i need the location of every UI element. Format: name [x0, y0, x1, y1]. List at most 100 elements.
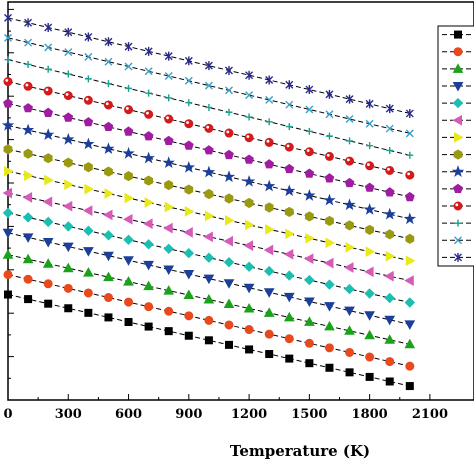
data-point: [44, 299, 53, 308]
data-point: [103, 230, 114, 241]
data-point: [143, 239, 154, 250]
data-point-highlight: [306, 149, 310, 152]
data-point: [223, 235, 233, 247]
data-point: [453, 201, 463, 211]
data-point: [143, 131, 154, 141]
data-point: [451, 165, 465, 178]
legend-entry: [442, 201, 474, 211]
data-point: [365, 246, 376, 258]
data-point: [103, 121, 114, 131]
data-point: [22, 192, 33, 203]
data-point: [183, 227, 193, 238]
data-point-highlight: [5, 79, 9, 82]
data-point: [305, 211, 314, 222]
data-point-highlight: [186, 121, 190, 124]
data-point: [123, 126, 134, 136]
series-7: [4, 165, 416, 267]
data-point: [4, 165, 14, 177]
x-tick-label: 1200: [231, 407, 267, 422]
data-point: [144, 46, 153, 56]
series-5: [2, 207, 416, 308]
data-point: [224, 128, 234, 138]
data-point-highlight: [125, 107, 129, 110]
data-point: [325, 110, 334, 119]
series-13: [4, 33, 414, 138]
data-point: [22, 253, 34, 264]
data-point-highlight: [367, 163, 370, 166]
data-point: [162, 156, 175, 169]
data-point: [305, 232, 315, 244]
data-point: [3, 98, 13, 108]
data-point: [64, 304, 73, 313]
data-point: [41, 128, 55, 141]
data-point: [365, 372, 374, 381]
data-point: [285, 123, 293, 131]
data-point: [204, 81, 213, 90]
data-point: [83, 267, 94, 277]
data-point: [242, 174, 256, 187]
data-point: [24, 18, 33, 28]
data-point: [104, 80, 112, 88]
series-line: [7, 81, 410, 176]
data-point: [223, 279, 235, 289]
data-point: [204, 210, 215, 222]
data-point: [453, 149, 463, 160]
data-point: [245, 113, 253, 121]
data-point: [304, 316, 315, 326]
data-point: [104, 313, 113, 322]
data-point: [2, 187, 12, 199]
data-point: [204, 188, 214, 200]
data-point: [384, 292, 395, 304]
data-point: [123, 256, 134, 266]
data-point: [23, 103, 33, 113]
data-point: [143, 260, 154, 271]
x-tick-label: 1800: [352, 407, 388, 422]
data-point: [222, 170, 236, 183]
data-point: [84, 162, 93, 173]
data-point: [224, 320, 234, 330]
data-point: [42, 238, 54, 248]
data-point: [204, 61, 213, 71]
data-point: [4, 56, 12, 64]
data-point: [164, 114, 174, 124]
data-point: [345, 115, 354, 124]
data-point: [43, 279, 53, 289]
data-point: [64, 48, 73, 57]
data-point: [345, 241, 356, 253]
data-point: [24, 60, 32, 68]
legend-entry: [442, 47, 474, 57]
data-point: [4, 33, 12, 42]
data-point-highlight: [85, 97, 89, 101]
data-point: [104, 188, 115, 199]
data-point: [264, 159, 275, 169]
x-tick-label: 1500: [291, 407, 327, 422]
data-point: [325, 237, 336, 249]
data-point: [384, 315, 396, 326]
data-point: [385, 357, 395, 367]
data-point: [24, 38, 33, 47]
data-point: [244, 154, 254, 164]
data-point: [2, 207, 14, 219]
data-point: [284, 142, 294, 152]
series-10: [3, 98, 415, 202]
data-point: [453, 47, 463, 57]
data-point: [24, 170, 34, 181]
data-point: [3, 77, 13, 87]
data-point: [63, 157, 73, 168]
data-point: [453, 183, 463, 193]
x-tick-label: 300: [55, 407, 82, 422]
data-point: [324, 151, 334, 161]
series-3: [2, 249, 416, 349]
data-point: [43, 107, 54, 117]
data-point-highlight: [387, 167, 390, 171]
data-point: [245, 345, 254, 354]
data-point: [163, 222, 173, 234]
data-point: [386, 146, 394, 154]
data-point: [163, 285, 175, 295]
data-point: [224, 193, 234, 204]
data-point: [4, 290, 12, 299]
data-point: [304, 338, 314, 348]
data-point: [245, 91, 254, 100]
data-point: [452, 82, 464, 92]
